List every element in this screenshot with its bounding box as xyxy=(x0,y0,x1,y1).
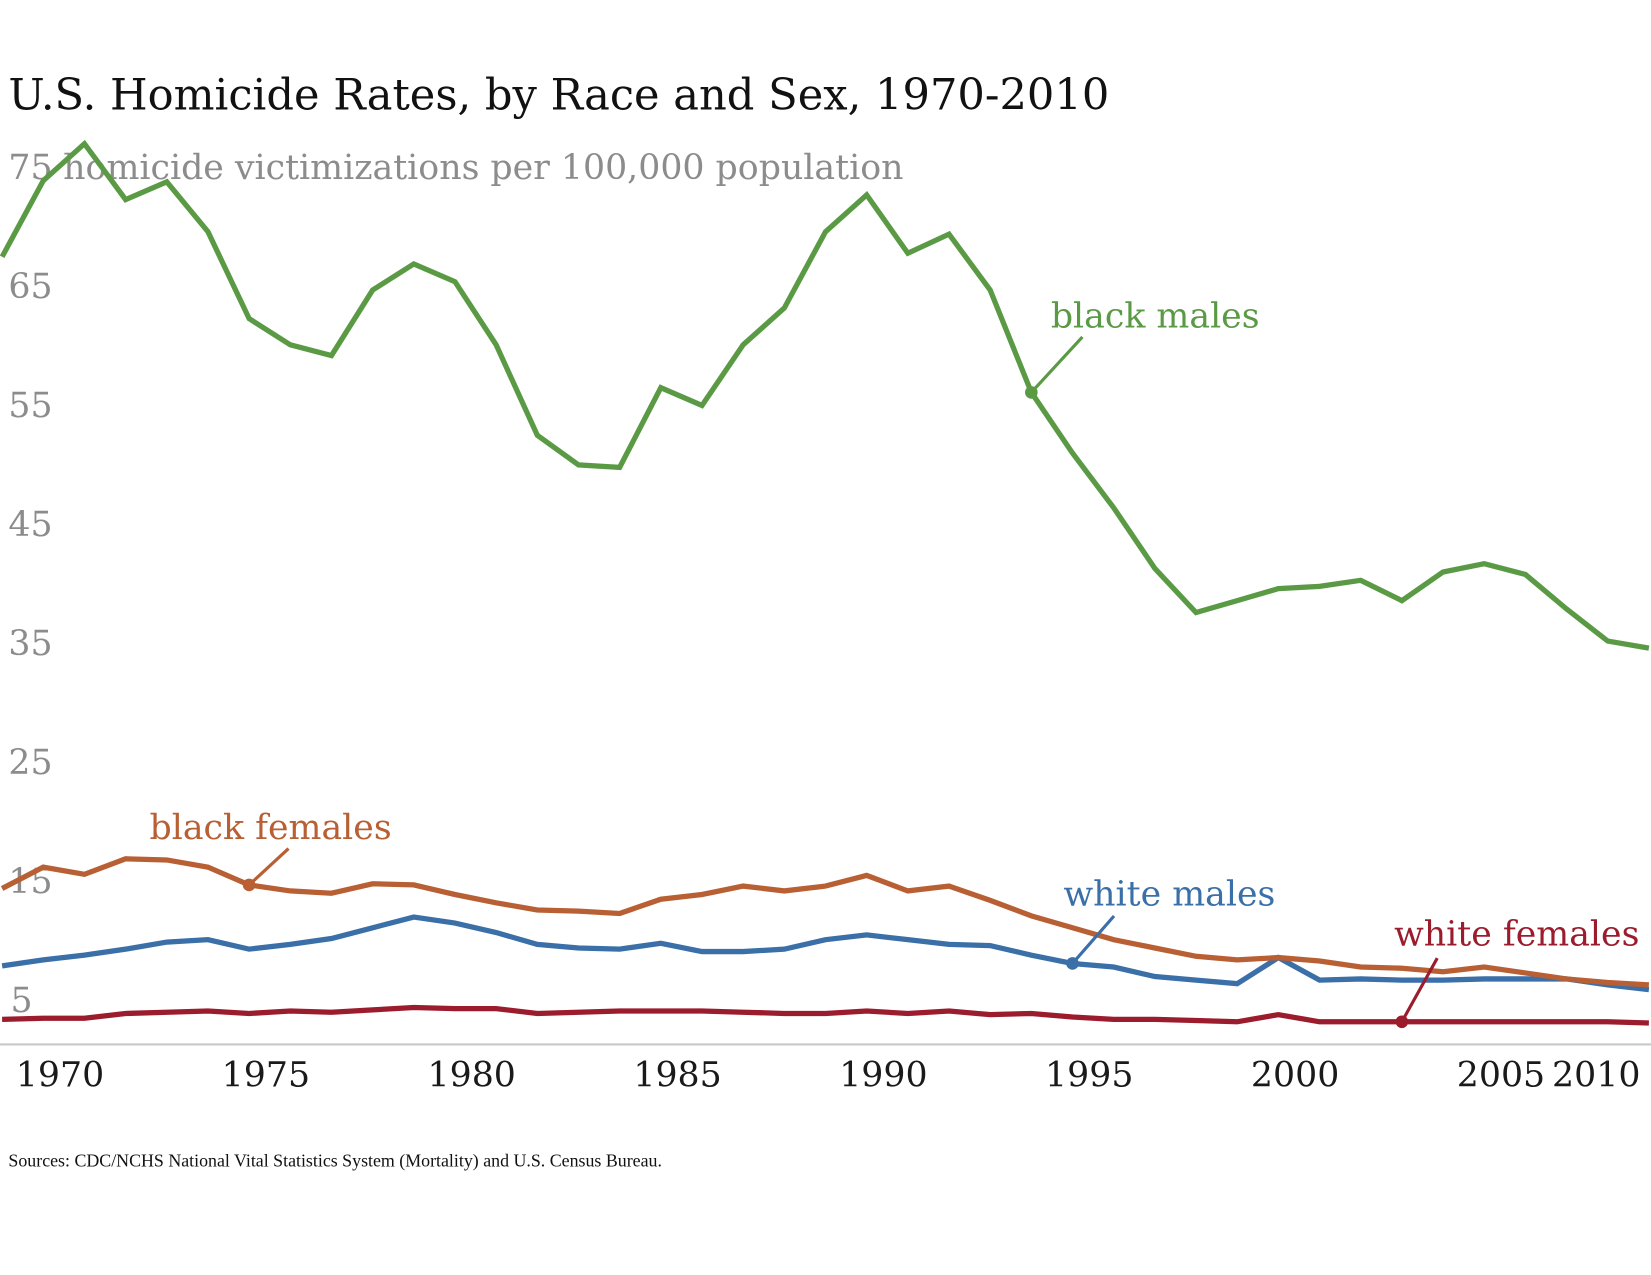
series-line-white-males xyxy=(1,914,1650,993)
x-axis-ticks: 1970 1975 1980 1985 1990 1995 2000 2005 2010 xyxy=(16,1056,1641,1096)
series-line-black-males xyxy=(0,139,1650,651)
x-tick-label: 1995 xyxy=(1045,1056,1133,1096)
series-label-white-males: white males xyxy=(1063,874,1275,914)
chart-title: U.S. Homicide Rates, by Race and Sex, 19… xyxy=(8,70,1109,120)
y-tick-label: 5 xyxy=(11,981,33,1021)
annotation-marker-dot xyxy=(1025,386,1038,399)
y-tick-label: 55 xyxy=(8,386,52,426)
series-label-black-males: black males xyxy=(1051,296,1260,336)
y-tick-label: 25 xyxy=(8,743,52,783)
y-tick-label: 45 xyxy=(8,505,52,545)
y-tick-label: 75 xyxy=(8,148,52,188)
annotation-leader-line xyxy=(1400,957,1439,1023)
x-tick-label: 1975 xyxy=(222,1056,310,1096)
y-tick-label: 35 xyxy=(8,624,52,664)
x-tick-label: 1970 xyxy=(16,1056,104,1096)
annotation-leader-line xyxy=(248,847,290,887)
source-note: Sources: CDC/NCHS National Vital Statist… xyxy=(8,1151,662,1172)
annotation-marker-dot xyxy=(1066,957,1079,970)
x-tick-label: 2005 xyxy=(1457,1056,1545,1096)
series-label-white-females: white females xyxy=(1394,914,1639,954)
series-label-black-females: black females xyxy=(150,808,392,848)
annotation-marker-dot xyxy=(1395,1015,1409,1029)
x-tick-label: 1990 xyxy=(839,1056,927,1096)
x-tick-label: 2010 xyxy=(1552,1056,1640,1096)
series-line-white-females xyxy=(2,1004,1649,1026)
x-tick-label: 2000 xyxy=(1251,1056,1339,1096)
x-tick-label: 1980 xyxy=(428,1056,516,1096)
annotation-marker-dot xyxy=(242,878,256,892)
annotation-leader-line xyxy=(1071,914,1116,965)
annotation-leader-line xyxy=(1030,335,1084,394)
y-tick-label: 65 xyxy=(8,267,52,307)
series-annotations: black males black females white males white… xyxy=(150,296,1639,1029)
series-line-black-females xyxy=(0,856,1650,988)
y-axis-label: homicide victimizations per 100,000 popu… xyxy=(63,148,903,188)
series-group xyxy=(0,139,1650,1026)
x-tick-label: 1985 xyxy=(633,1056,721,1096)
